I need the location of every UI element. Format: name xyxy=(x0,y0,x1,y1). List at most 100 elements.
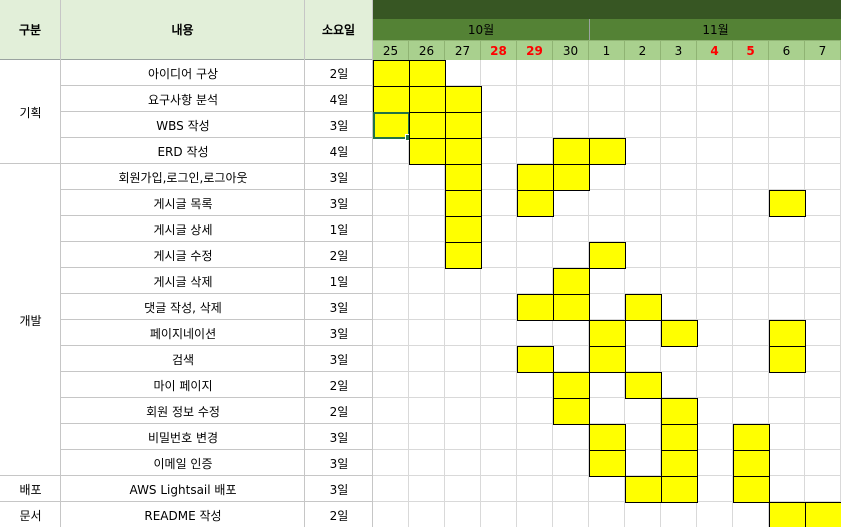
schedule-cell[interactable] xyxy=(661,450,698,477)
schedule-cell[interactable] xyxy=(517,190,554,217)
schedule-cell[interactable] xyxy=(589,138,626,165)
day-header-cell[interactable]: 4 xyxy=(697,40,733,60)
task-name-cell[interactable]: 회원 정보 수정 xyxy=(146,404,220,419)
task-name-cell[interactable]: WBS 작성 xyxy=(156,118,210,133)
category-cell[interactable]: 개발 xyxy=(19,313,42,328)
schedule-cell[interactable] xyxy=(373,60,410,87)
day-header-cell[interactable]: 6 xyxy=(769,40,805,60)
schedule-cell[interactable] xyxy=(373,86,410,113)
task-name-cell[interactable]: 이메일 인증 xyxy=(153,456,213,471)
task-name-cell[interactable]: AWS Lightsail 배포 xyxy=(129,482,237,497)
header-category[interactable]: 구분 xyxy=(0,0,61,60)
task-name-cell[interactable]: 회원가입,로그인,로그아웃 xyxy=(118,170,248,185)
task-duration-cell[interactable]: 2일 xyxy=(329,378,349,393)
task-duration-cell[interactable]: 3일 xyxy=(329,196,349,211)
task-duration-cell[interactable]: 3일 xyxy=(329,170,349,185)
task-name-cell[interactable]: 게시글 수정 xyxy=(153,248,213,263)
schedule-cell[interactable] xyxy=(553,138,590,165)
header-content[interactable]: 내용 xyxy=(61,0,305,60)
task-name-cell[interactable]: 페이지네이션 xyxy=(149,326,217,341)
schedule-cell[interactable] xyxy=(409,138,446,165)
task-duration-cell[interactable]: 3일 xyxy=(329,118,349,133)
schedule-cell[interactable] xyxy=(553,164,590,191)
task-name-cell[interactable]: 요구사항 분석 xyxy=(147,92,219,107)
task-duration-cell[interactable]: 3일 xyxy=(329,326,349,341)
task-duration-cell[interactable]: 1일 xyxy=(329,222,349,237)
task-duration-cell[interactable]: 3일 xyxy=(329,482,349,497)
task-duration-cell[interactable]: 2일 xyxy=(329,508,349,523)
task-name-cell[interactable]: 게시글 목록 xyxy=(153,196,213,211)
selected-schedule-cell[interactable] xyxy=(373,112,412,141)
task-duration-cell[interactable]: 3일 xyxy=(329,352,349,367)
day-header-cell[interactable]: 28 xyxy=(481,40,517,60)
day-header-cell[interactable]: 1 xyxy=(589,40,625,60)
schedule-cell[interactable] xyxy=(553,398,590,425)
month-header-october[interactable]: 10월 xyxy=(373,19,590,40)
schedule-cell[interactable] xyxy=(625,476,662,503)
schedule-cell[interactable] xyxy=(553,372,590,399)
task-duration-cell[interactable]: 2일 xyxy=(329,404,349,419)
task-name-cell[interactable]: 게시글 삭제 xyxy=(153,274,213,289)
schedule-cell[interactable] xyxy=(517,164,554,191)
schedule-cell[interactable] xyxy=(589,450,626,477)
task-name-cell[interactable]: 비밀번호 변경 xyxy=(147,430,219,445)
day-header-cell[interactable]: 25 xyxy=(373,40,409,60)
task-duration-cell[interactable]: 2일 xyxy=(329,248,349,263)
task-duration-cell[interactable]: 2일 xyxy=(329,66,349,81)
schedule-cell[interactable] xyxy=(445,164,482,191)
schedule-cell[interactable] xyxy=(409,112,446,139)
schedule-cell[interactable] xyxy=(769,346,806,373)
day-header-cell[interactable]: 30 xyxy=(553,40,589,60)
task-duration-cell[interactable]: 3일 xyxy=(329,300,349,315)
task-name-cell[interactable]: README 작성 xyxy=(144,508,222,523)
schedule-cell[interactable] xyxy=(625,294,662,321)
schedule-cell[interactable] xyxy=(625,372,662,399)
schedule-cell[interactable] xyxy=(409,60,446,87)
schedule-cell[interactable] xyxy=(769,190,806,217)
schedule-cell[interactable] xyxy=(589,320,626,347)
day-header-cell[interactable]: 5 xyxy=(733,40,769,60)
day-header-cell[interactable]: 7 xyxy=(805,40,841,60)
month-header-november[interactable]: 11월 xyxy=(590,19,841,40)
schedule-cell[interactable] xyxy=(805,502,841,527)
schedule-cell[interactable] xyxy=(553,294,590,321)
schedule-cell[interactable] xyxy=(733,424,770,451)
schedule-cell[interactable] xyxy=(445,190,482,217)
schedule-cell[interactable] xyxy=(769,320,806,347)
schedule-cell[interactable] xyxy=(733,450,770,477)
schedule-cell[interactable] xyxy=(589,242,626,269)
schedule-cell[interactable] xyxy=(553,268,590,295)
task-duration-cell[interactable]: 3일 xyxy=(329,456,349,471)
schedule-cell[interactable] xyxy=(733,476,770,503)
category-cell[interactable]: 배포 xyxy=(19,482,42,497)
schedule-cell[interactable] xyxy=(409,86,446,113)
task-duration-cell[interactable]: 3일 xyxy=(329,430,349,445)
day-header-cell[interactable]: 3 xyxy=(661,40,697,60)
task-name-cell[interactable]: ERD 작성 xyxy=(157,144,209,159)
category-cell[interactable]: 문서 xyxy=(19,508,42,523)
schedule-cell[interactable] xyxy=(445,138,482,165)
schedule-cell[interactable] xyxy=(661,476,698,503)
schedule-cell[interactable] xyxy=(661,424,698,451)
task-duration-cell[interactable]: 4일 xyxy=(329,92,349,107)
schedule-cell[interactable] xyxy=(589,346,626,373)
schedule-cell[interactable] xyxy=(517,346,554,373)
schedule-cell[interactable] xyxy=(661,320,698,347)
schedule-cell[interactable] xyxy=(445,86,482,113)
day-header-cell[interactable]: 27 xyxy=(445,40,481,60)
day-header-cell[interactable]: 29 xyxy=(517,40,553,60)
day-header-cell[interactable]: 26 xyxy=(409,40,445,60)
day-header-cell[interactable]: 2 xyxy=(625,40,661,60)
schedule-cell[interactable] xyxy=(517,294,554,321)
task-name-cell[interactable]: 마이 페이지 xyxy=(153,378,213,393)
schedule-cell[interactable] xyxy=(445,112,482,139)
schedule-cell[interactable] xyxy=(589,424,626,451)
header-duration[interactable]: 소요일 xyxy=(305,0,373,60)
task-name-cell[interactable]: 아이디어 구상 xyxy=(147,66,219,81)
category-cell[interactable]: 기획 xyxy=(19,105,42,120)
task-name-cell[interactable]: 검색 xyxy=(171,352,195,367)
task-name-cell[interactable]: 댓글 작성, 삭제 xyxy=(144,300,222,315)
schedule-cell[interactable] xyxy=(445,242,482,269)
schedule-cell[interactable] xyxy=(661,398,698,425)
task-duration-cell[interactable]: 4일 xyxy=(329,144,349,159)
